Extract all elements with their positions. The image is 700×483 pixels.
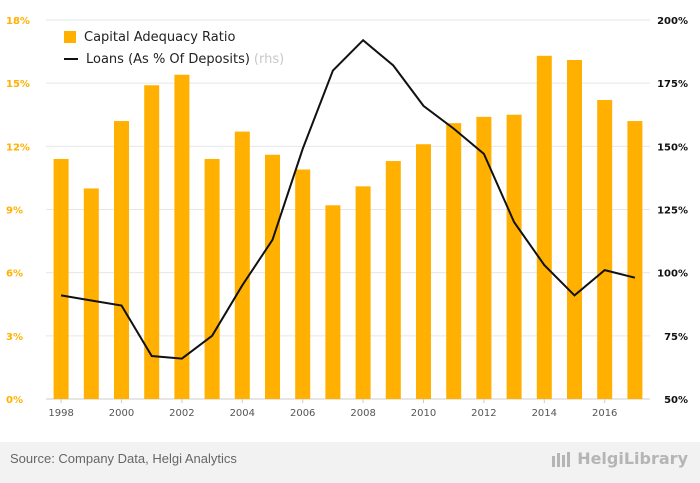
x-tick-label: 2012 bbox=[471, 408, 496, 419]
legend-label-capital-adequacy: Capital Adequacy Ratio bbox=[84, 29, 236, 45]
x-axis: 1998 2000 2002 2004 2006 2008 2010 2012 2014 2016 bbox=[48, 399, 617, 419]
bar-2006 bbox=[295, 169, 311, 399]
left-tick-label: 6% bbox=[6, 269, 23, 280]
legend: Capital Adequacy Ratio Loans (As % Of De… bbox=[64, 26, 284, 70]
bar-2000 bbox=[114, 121, 129, 400]
bar-2012 bbox=[476, 116, 492, 399]
bar-2004 bbox=[234, 131, 250, 399]
chart: 0% 3% 6% 9% 12% 15% 18% 50% 75% 100% 125% 150% 175%… bbox=[6, 16, 688, 419]
x-tick-label: 2004 bbox=[230, 408, 255, 419]
x-tick-label: 2000 bbox=[109, 408, 134, 419]
bar-2014 bbox=[536, 55, 552, 400]
right-tick-label: 200% bbox=[657, 16, 688, 27]
right-tick-label: 175% bbox=[657, 79, 688, 90]
grid-lines bbox=[46, 19, 650, 400]
legend-swatch-bar bbox=[64, 31, 76, 43]
bar-2017 bbox=[627, 121, 643, 400]
bar-2001 bbox=[144, 85, 160, 400]
left-tick-label: 0% bbox=[6, 395, 23, 406]
footer: Source: Company Data, Helgi Analytics He… bbox=[0, 442, 700, 483]
left-axis: 0% 3% 6% 9% 12% 15% 18% bbox=[6, 16, 30, 406]
right-tick-label: 50% bbox=[664, 395, 688, 406]
bar-2011 bbox=[446, 123, 462, 399]
bar-1999 bbox=[83, 188, 99, 399]
line-series bbox=[60, 38, 636, 360]
bar-2008 bbox=[355, 186, 371, 399]
left-tick-label: 15% bbox=[6, 79, 30, 90]
left-tick-label: 12% bbox=[6, 142, 30, 153]
x-tick-label: 1998 bbox=[48, 408, 73, 419]
bar-2016 bbox=[597, 100, 613, 399]
right-tick-label: 100% bbox=[657, 269, 688, 280]
legend-item-capital-adequacy: Capital Adequacy Ratio bbox=[64, 26, 284, 48]
bar-series bbox=[53, 55, 643, 400]
x-tick-label: 2002 bbox=[169, 408, 194, 419]
bar-2005 bbox=[265, 154, 280, 399]
bar-2007 bbox=[325, 205, 341, 399]
right-tick-label: 150% bbox=[657, 142, 688, 153]
legend-note-rhs: (rhs) bbox=[253, 51, 285, 67]
bar-2015 bbox=[567, 60, 582, 399]
right-axis: 50% 75% 100% 125% 150% 175% 200% bbox=[657, 16, 688, 406]
logo-text: HelgiLibrary bbox=[577, 449, 688, 468]
right-tick-label: 125% bbox=[657, 206, 688, 217]
x-tick-label: 2008 bbox=[350, 408, 375, 419]
loans-line bbox=[60, 38, 636, 360]
right-tick-label: 75% bbox=[664, 332, 688, 343]
x-tick-label: 2010 bbox=[411, 408, 436, 419]
bar-2009 bbox=[385, 161, 401, 399]
source-text: Source: Company Data, Helgi Analytics bbox=[10, 451, 237, 466]
left-tick-label: 9% bbox=[6, 206, 23, 217]
bar-2010 bbox=[416, 144, 431, 399]
x-tick-label: 2014 bbox=[532, 408, 557, 419]
legend-item-loans: Loans (As % Of Deposits) (rhs) bbox=[64, 48, 284, 70]
helgi-library-logo[interactable]: HelgiLibrary bbox=[551, 449, 688, 468]
library-icon bbox=[552, 451, 571, 467]
legend-swatch-line bbox=[64, 58, 78, 60]
left-tick-label: 3% bbox=[6, 332, 23, 343]
left-tick-label: 18% bbox=[6, 16, 30, 27]
bar-2002 bbox=[174, 74, 190, 399]
x-tick-label: 2006 bbox=[290, 408, 315, 419]
legend-label-loans: Loans (As % Of Deposits) bbox=[86, 51, 250, 67]
bar-2003 bbox=[204, 158, 220, 399]
x-tick-label: 2016 bbox=[592, 408, 617, 419]
bar-2013 bbox=[506, 114, 522, 399]
bar-1998 bbox=[53, 158, 69, 399]
